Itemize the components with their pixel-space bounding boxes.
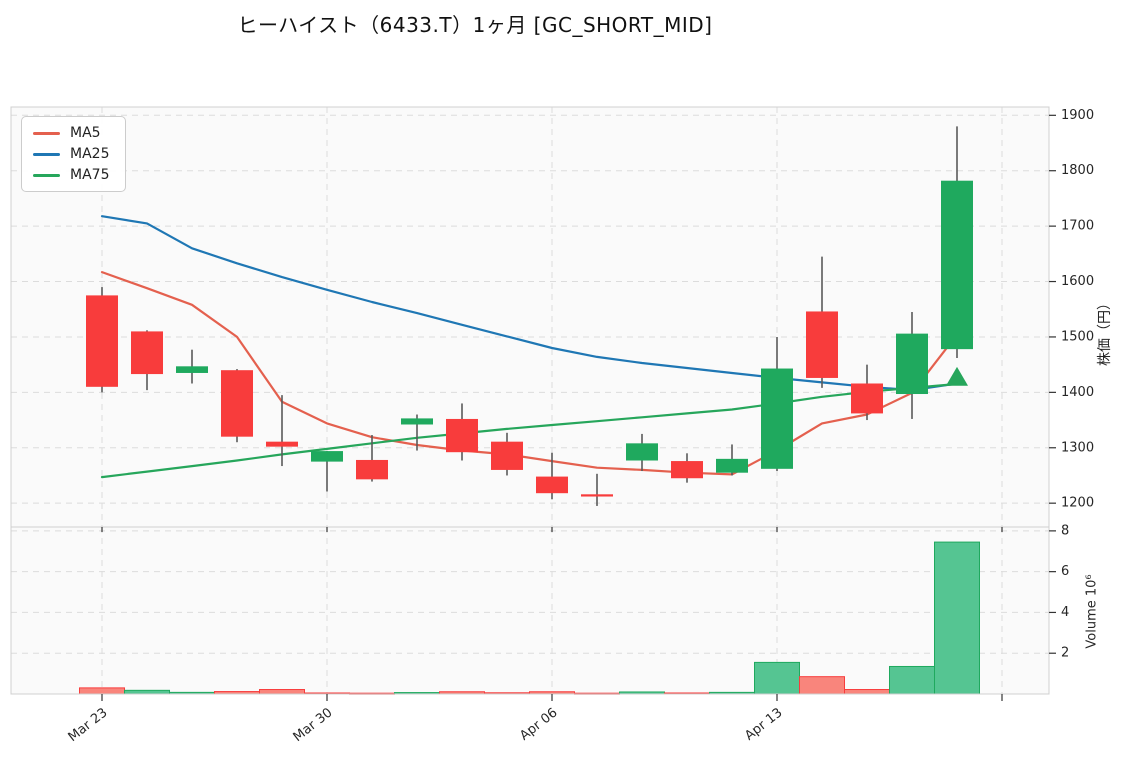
candle-up bbox=[626, 443, 658, 461]
legend-item-ma25: MA25 bbox=[33, 147, 109, 161]
candle-down bbox=[356, 459, 388, 480]
candle-up bbox=[716, 458, 748, 473]
date-tick-label: Apr 06 bbox=[517, 705, 560, 743]
volume-panel-border bbox=[10, 526, 1050, 695]
candle-up bbox=[896, 333, 928, 395]
volume-bar bbox=[754, 661, 800, 695]
volume-bar bbox=[799, 676, 845, 695]
candle-down bbox=[221, 370, 253, 437]
legend-label: MA25 bbox=[70, 146, 110, 162]
volume-bar bbox=[79, 687, 125, 695]
candle-down bbox=[491, 441, 523, 470]
volume-bar bbox=[844, 689, 890, 695]
date-tick-label: Apr 13 bbox=[742, 705, 785, 743]
price-tick-label: 1200 bbox=[1061, 496, 1094, 511]
candle-down bbox=[536, 476, 568, 494]
volume-panel bbox=[11, 527, 1049, 694]
volume-bars bbox=[79, 541, 980, 695]
volume-tick-label: 8 bbox=[1061, 523, 1069, 538]
date-tick-label: Mar 30 bbox=[291, 705, 336, 745]
candle-up bbox=[761, 368, 793, 469]
volume-bar bbox=[934, 541, 980, 695]
price-tick-label: 1300 bbox=[1061, 440, 1094, 455]
candle-up bbox=[401, 418, 433, 425]
legend-label: MA5 bbox=[70, 125, 101, 141]
candle-down bbox=[851, 383, 883, 414]
ma-line-ma75 bbox=[100, 382, 959, 479]
candle-down bbox=[806, 311, 838, 378]
volume-tick-label: 2 bbox=[1061, 646, 1069, 661]
price-tick-label: 1800 bbox=[1061, 163, 1094, 178]
legend-item-ma75: MA75 bbox=[33, 168, 109, 182]
candle-down bbox=[671, 461, 703, 479]
candle-up bbox=[176, 366, 208, 373]
candle-up bbox=[311, 451, 343, 462]
price-panel bbox=[11, 107, 1049, 527]
volume-tick-label: 4 bbox=[1061, 605, 1069, 620]
date-tick-label: Mar 23 bbox=[66, 705, 111, 745]
price-tick-label: 1500 bbox=[1061, 329, 1094, 344]
chart-title: ヒーハイスト（6433.T）1ヶ月 [GC_SHORT_MID] bbox=[237, 13, 713, 37]
price-axis-label: 株価（円） bbox=[1097, 296, 1113, 366]
price-tick-label: 1400 bbox=[1061, 385, 1094, 400]
candle-down bbox=[266, 441, 298, 447]
gc-signal-marker bbox=[946, 366, 968, 386]
legend-line-swatch-icon bbox=[33, 152, 60, 156]
legend-line-swatch-icon bbox=[33, 173, 60, 177]
price-tick-label: 1700 bbox=[1061, 219, 1094, 234]
volume-bar bbox=[889, 665, 935, 695]
candle-down bbox=[446, 418, 478, 453]
legend: MA5 MA25 MA75 bbox=[21, 116, 127, 192]
legend-line-swatch-icon bbox=[33, 131, 60, 135]
price-tick-label: 1600 bbox=[1061, 274, 1094, 289]
candle-down bbox=[131, 331, 163, 375]
volume-bar bbox=[124, 689, 170, 695]
legend-item-ma5: MA5 bbox=[33, 126, 109, 140]
candle-up bbox=[941, 180, 973, 350]
volume-axis-label: Volume 10⁶ bbox=[1084, 574, 1100, 649]
ma-line-ma25 bbox=[100, 215, 959, 392]
ma-line-ma5 bbox=[100, 271, 959, 476]
volume-bar bbox=[259, 689, 305, 695]
candle-down bbox=[86, 295, 118, 387]
candle-down bbox=[581, 494, 613, 497]
price-tick-label: 1900 bbox=[1061, 108, 1094, 123]
candles bbox=[86, 126, 973, 506]
legend-label: MA75 bbox=[70, 167, 110, 183]
volume-tick-label: 6 bbox=[1061, 564, 1069, 579]
